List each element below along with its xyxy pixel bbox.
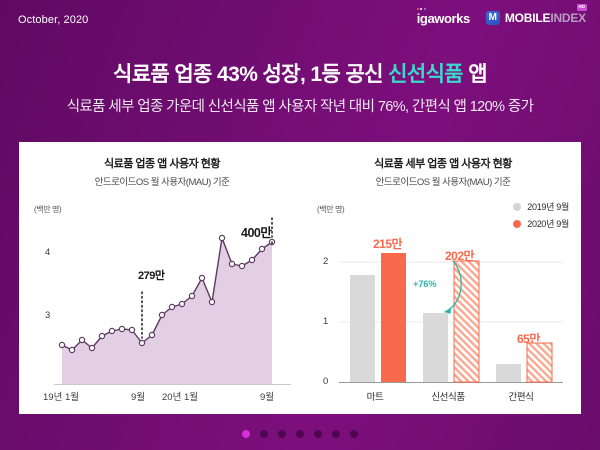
legend-item-2019: 2019년 9월 [513, 200, 569, 213]
bar-chart-legend: 2019년 9월 2020년 9월 [513, 200, 569, 230]
igaworks-logo: igaworks [416, 7, 471, 26]
bar-category-mart: 마트 [366, 392, 384, 403]
legend-swatch-2019-icon [513, 202, 522, 211]
bar-label-202: 202만 [445, 249, 475, 263]
left-callout-400: 400만 [241, 226, 272, 240]
bar-conv-2019 [496, 364, 521, 382]
left-xtick-0: 19년 1월 [43, 392, 79, 403]
left-ytick-3: 3 [45, 310, 51, 321]
left-xtick-2: 20년 1월 [162, 392, 198, 403]
pagination-dot-6[interactable] [332, 430, 340, 438]
left-ytick-4: 4 [45, 247, 51, 258]
line-series-path [61, 237, 273, 351]
bar-conv-2020 [526, 342, 553, 383]
left-xtick-3: 9월 [260, 392, 275, 403]
bar-mart-2020 [381, 253, 406, 382]
mobileindex-logo-text: MOBILEINDEX [505, 12, 586, 24]
right-ytick-0: 0 [323, 376, 329, 387]
growth-annotation-76: +76% [413, 279, 437, 290]
headline-highlight: 신선식품 [388, 63, 464, 86]
right-ytick-1: 1 [323, 316, 329, 327]
left-xtick-1: 9월 [131, 392, 146, 403]
publication-date: October, 2020 [18, 14, 89, 26]
growth-arc [444, 260, 462, 313]
pagination-dot-4[interactable] [296, 430, 304, 438]
mobileindex-bold: MOBILE [504, 11, 551, 25]
headline-part1: 식료품 업종 43% 성장, 1등 공신 [112, 63, 389, 86]
line-data-markers [58, 234, 276, 354]
left-callout-279: 279만 [138, 270, 165, 282]
bar-fresh-2020 [453, 260, 480, 383]
mobileindex-light: INDEX [550, 11, 586, 25]
slide-header: October, 2020 igaworks M MOBILEINDEX HD [0, 0, 600, 44]
right-chart-unit-label: (백만 명) [317, 205, 345, 214]
pagination-dot-1[interactable] [242, 430, 250, 438]
right-chart-subtitle: 안드로이드OS 월 사용자(MAU) 기준 [375, 177, 511, 188]
left-chart-title: 식료품 업종 앱 사용자 현황 [103, 158, 221, 170]
right-chart-title: 식료품 세부 업종 앱 사용자 현황 [374, 158, 512, 170]
left-chart-subtitle: 안드로이드OS 월 사용자(MAU) 기준 [94, 177, 230, 188]
logo-group: igaworks M MOBILEINDEX HD [416, 4, 587, 26]
slide-subheadline: 식료품 세부 업종 가운데 신선식품 앱 사용자 작년 대비 76%, 간편식 … [66, 99, 534, 115]
left-chart-container: 식료품 업종 앱 사용자 현황 안드로이드OS 월 사용자(MAU) 기준 (백… [19, 142, 305, 414]
legend-swatch-2020-icon [513, 219, 522, 228]
charts-panel: 식료품 업종 앱 사용자 현황 안드로이드OS 월 사용자(MAU) 기준 (백… [19, 142, 581, 414]
mobileindex-mark-icon: M [485, 11, 500, 25]
bar-mart-2019 [350, 275, 375, 382]
bar-category-fresh: 신선식품 [431, 392, 465, 403]
mobileindex-logo: M MOBILEINDEX HD [485, 4, 587, 25]
legend-label-2019: 2019년 9월 [527, 202, 569, 212]
bar-label-215: 215만 [373, 237, 403, 251]
growth-arrowhead-icon [445, 308, 451, 314]
pagination-dot-2[interactable] [260, 430, 268, 438]
slide-headline: 식료품 업종 43% 성장, 1등 공신 신선식품 앱 [0, 58, 600, 88]
bar-fresh-2019 [423, 313, 448, 382]
headline-part2: 앱 [463, 63, 487, 86]
igaworks-dots-icon [416, 7, 426, 10]
igaworks-logo-text: igaworks [416, 10, 471, 26]
right-chart-container: 식료품 세부 업종 앱 사용자 현황 안드로이드OS 월 사용자(MAU) 기준… [305, 142, 581, 414]
right-chart-header: 식료품 세부 업종 앱 사용자 현황 안드로이드OS 월 사용자(MAU) 기준 [305, 142, 581, 188]
legend-label-2020: 2020년 9월 [527, 219, 569, 229]
pagination-dot-5[interactable] [314, 430, 322, 438]
right-ytick-2: 2 [323, 256, 329, 267]
pagination-dot-7[interactable] [350, 430, 358, 438]
legend-item-2020: 2020년 9월 [513, 217, 569, 230]
left-line-chart-svg [54, 217, 291, 385]
right-bar-chart-svg [339, 253, 563, 383]
left-chart-header: 식료품 업종 앱 사용자 현황 안드로이드OS 월 사용자(MAU) 기준 [19, 142, 305, 188]
left-chart-unit-label: (백만 명) [34, 205, 62, 214]
slide-pagination[interactable] [0, 430, 600, 438]
bar-category-conv: 간편식 [508, 392, 534, 403]
pagination-dot-3[interactable] [278, 430, 286, 438]
mobileindex-hd-badge: HD [576, 4, 587, 11]
